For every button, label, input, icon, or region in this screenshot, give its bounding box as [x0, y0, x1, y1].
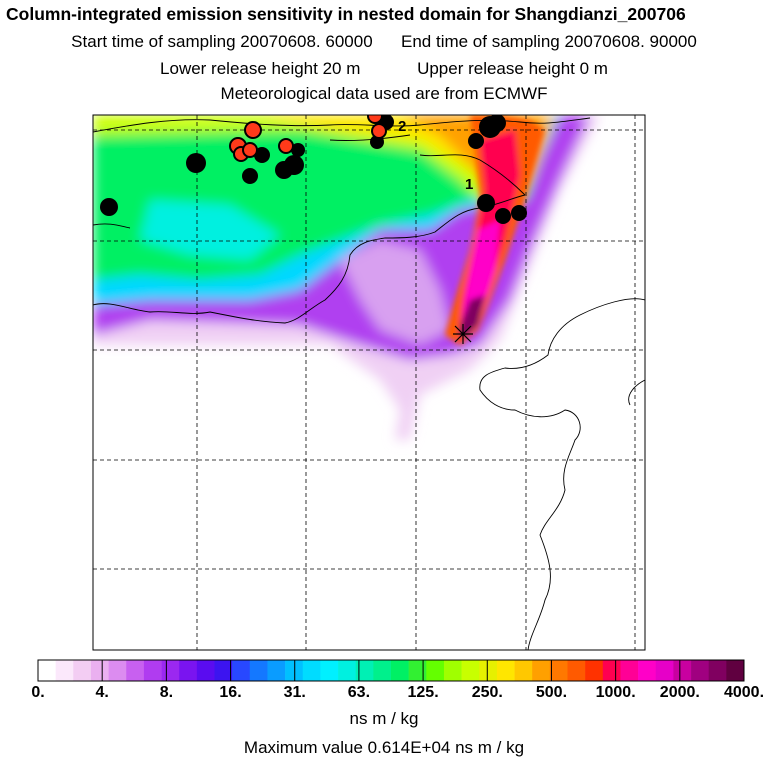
colorbar-swatch: [726, 660, 745, 681]
colorbar-swatch: [443, 660, 462, 681]
colorbar-swatch: [602, 660, 621, 681]
colorbar-swatch: [620, 660, 639, 681]
colorbar-swatch: [391, 660, 409, 681]
colorbar-swatch: [673, 660, 692, 681]
colorbar-swatch: [55, 660, 74, 681]
colorbar-swatch: [549, 660, 568, 681]
lower-release-label: Lower release height 20 m: [160, 59, 361, 78]
map-title: Column-integrated emission sensitivity i…: [6, 4, 686, 24]
colorbar-swatch: [143, 660, 162, 681]
colorbar-swatch: [38, 660, 56, 681]
colorbar-tick-label: 4.: [95, 684, 109, 701]
colorbar-swatch: [214, 660, 233, 681]
colorbar-swatch: [708, 660, 727, 681]
colorbar: [37, 660, 745, 681]
colorbar-swatch: [108, 660, 127, 681]
colorbar-tick-label: 16.: [219, 684, 242, 701]
colorbar-swatch: [638, 660, 657, 681]
colorbar-swatch: [496, 660, 515, 681]
release-marker-1: 1: [465, 176, 473, 193]
colorbar-swatch: [179, 660, 198, 681]
colorbar-swatch: [73, 660, 92, 681]
lat-lon-grid: [93, 115, 645, 650]
colorbar-swatch: [373, 660, 392, 681]
colorbar-swatch: [90, 660, 109, 681]
sensitivity-field: [93, 115, 645, 650]
colorbar-tick-label: 31.: [283, 684, 306, 701]
start-time-label: Start time of sampling 20070608. 60000: [71, 32, 373, 51]
colorbar-tick-label: 0.: [31, 684, 45, 701]
colorbar-swatch: [426, 660, 445, 681]
colorbar-swatch: [302, 660, 321, 681]
coastline: [93, 117, 645, 650]
colorbar-frame: [37, 659, 745, 682]
colorbar-tick-label: 8.: [159, 684, 174, 701]
colorbar-tick-label: 1000.: [595, 684, 636, 701]
colorbar-swatch: [532, 660, 551, 681]
colorbar-swatch: [320, 660, 339, 681]
colorbar-swatch: [514, 660, 533, 681]
release-marker-2: 2: [398, 118, 406, 135]
colorbar-swatch: [691, 660, 709, 681]
colorbar-tick-label: 125.: [407, 684, 439, 701]
colorbar-swatch: [479, 660, 498, 681]
max-value-label: Maximum value 0.614E+04 ns m / kg: [243, 738, 525, 757]
colorbar-tick-label: 500.: [535, 684, 568, 701]
colorbar-swatch: [355, 660, 374, 681]
upper-release-label: Upper release height 0 m: [417, 59, 608, 78]
release-height-line: Lower release height 20 m Upper release …: [0, 59, 768, 79]
colorbar-swatch: [461, 660, 480, 681]
colorbar-tick-label: 2000.: [659, 684, 700, 701]
receptor-marker: [453, 324, 473, 344]
colorbar-tick-label: 63.: [347, 684, 371, 701]
colorbar-swatch: [267, 660, 286, 681]
colorbar-tick-label: 4000.: [723, 684, 765, 701]
colorbar-units: ns m / kg: [349, 709, 419, 728]
colorbar-swatch: [408, 660, 427, 681]
fire-points: [100, 115, 527, 224]
colorbar-swatch: [249, 660, 268, 681]
colorbar-swatch: [285, 660, 304, 681]
colorbar-swatch: [567, 660, 586, 681]
colorbar-swatch: [232, 660, 251, 681]
sampling-time-line: Start time of sampling 20070608. 60000 E…: [0, 32, 768, 52]
map-frame: [92, 114, 646, 651]
colorbar-swatch: [161, 660, 180, 681]
colorbar-swatch: [338, 660, 356, 681]
met-data-label: Meteorological data used are from ECMWF: [220, 84, 548, 103]
colorbar-swatch: [655, 660, 674, 681]
colorbar-swatch: [196, 660, 215, 681]
colorbar-tick-label: 250.: [471, 684, 503, 701]
end-time-label: End time of sampling 20070608. 90000: [401, 32, 697, 51]
colorbar-swatch: [126, 660, 145, 681]
colorbar-swatch: [585, 660, 604, 681]
